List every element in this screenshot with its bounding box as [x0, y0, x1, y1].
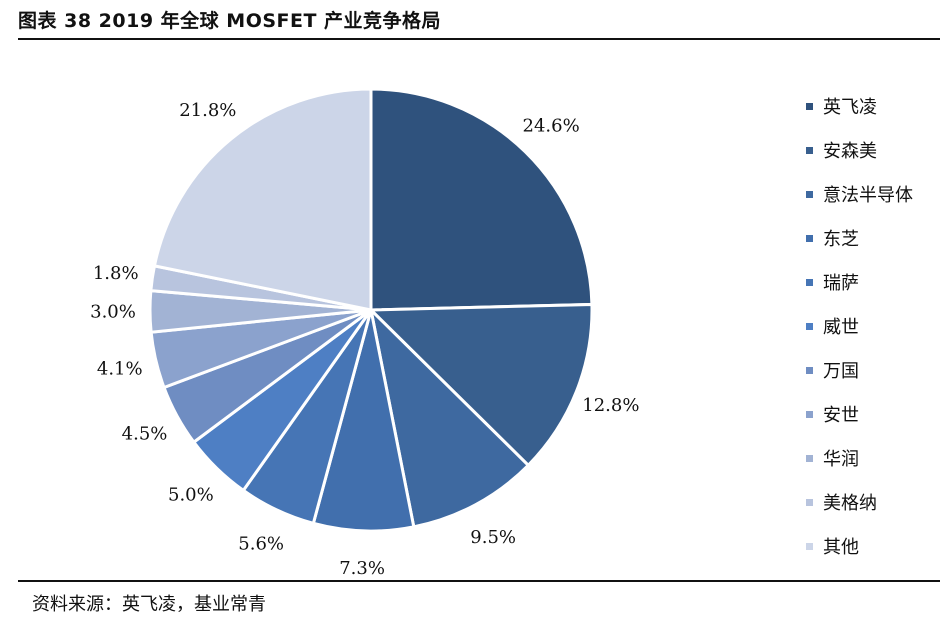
legend-swatch — [806, 498, 813, 506]
legend-swatch — [806, 146, 813, 154]
pie-slice-4 — [311, 309, 416, 533]
legend-item: 万国 — [806, 348, 913, 392]
data-label-3: 9.5% — [470, 527, 516, 548]
data-label-8: 4.1% — [97, 359, 143, 380]
data-label-1: 24.6% — [523, 115, 580, 136]
legend-item: 东芝 — [806, 216, 913, 260]
legend-swatch — [806, 366, 813, 374]
legend-item: 其他 — [806, 524, 913, 568]
legend: 英飞凌安森美意法半导体东芝瑞萨威世万国安世华润美格纳其他 — [806, 84, 913, 568]
legend-item: 英飞凌 — [806, 84, 913, 128]
pie-slice-3 — [368, 305, 531, 529]
legend-label: 安世 — [823, 405, 859, 426]
legend-item: 华润 — [806, 436, 913, 480]
data-label-11: 21.8% — [179, 100, 236, 121]
legend-label: 英飞凌 — [823, 97, 877, 118]
pie-slice-2 — [367, 302, 594, 468]
legend-swatch — [806, 454, 813, 462]
source-rule — [18, 580, 940, 582]
data-label-10: 1.8% — [93, 263, 139, 284]
source-note: 资料来源：英飞凌，基业常青 — [32, 594, 266, 615]
pie-slice-11 — [152, 87, 373, 312]
legend-label: 瑞萨 — [823, 273, 859, 294]
legend-label: 美格纳 — [823, 493, 877, 514]
data-label-5: 5.6% — [238, 533, 284, 554]
legend-label: 东芝 — [823, 229, 859, 250]
legend-label: 威世 — [823, 317, 859, 338]
legend-item: 意法半导体 — [806, 172, 913, 216]
data-label-9: 3.0% — [90, 302, 136, 323]
legend-swatch — [806, 234, 813, 242]
legend-item: 安世 — [806, 392, 913, 436]
legend-label: 安森美 — [823, 141, 877, 162]
legend-label: 万国 — [823, 361, 859, 382]
legend-swatch — [806, 322, 813, 330]
data-label-4: 7.3% — [339, 558, 385, 579]
legend-item: 瑞萨 — [806, 260, 913, 304]
legend-label: 其他 — [823, 537, 859, 558]
legend-label: 意法半导体 — [823, 185, 913, 206]
pie-slice-1 — [369, 87, 594, 312]
data-label-2: 12.8% — [582, 395, 639, 416]
legend-item: 安森美 — [806, 128, 913, 172]
legend-swatch — [806, 410, 813, 418]
legend-label: 华润 — [823, 449, 859, 470]
legend-item: 威世 — [806, 304, 913, 348]
chart-title: 图表 38 2019 年全球 MOSFET 产业竞争格局 — [18, 10, 442, 32]
data-label-7: 4.5% — [122, 424, 168, 445]
legend-swatch — [806, 102, 813, 110]
legend-swatch — [806, 278, 813, 286]
title-rule — [18, 38, 940, 40]
legend-swatch — [806, 542, 813, 550]
legend-swatch — [806, 190, 813, 198]
legend-item: 美格纳 — [806, 480, 913, 524]
data-label-6: 5.0% — [168, 485, 214, 506]
